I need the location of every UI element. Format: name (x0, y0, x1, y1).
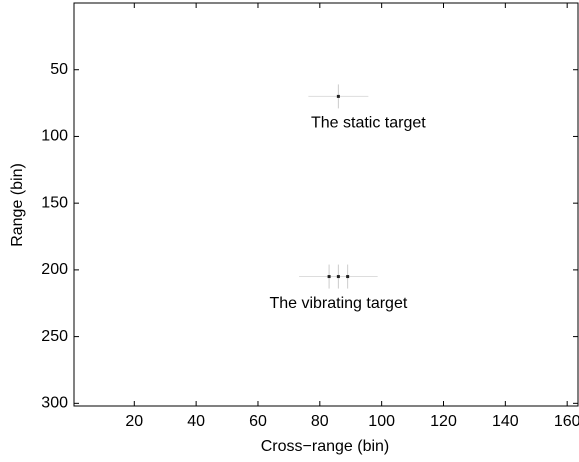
target-point (336, 94, 340, 98)
y-tick-label: 300 (41, 395, 68, 412)
target-label: The static target (311, 115, 426, 132)
x-tick-label: 160 (554, 413, 579, 430)
target-point (327, 275, 331, 279)
x-tick-label: 100 (368, 413, 395, 430)
x-tick-label: 140 (492, 413, 519, 430)
target-label: The vibrating target (269, 295, 407, 312)
y-tick-label: 200 (41, 261, 68, 278)
x-tick-label: 120 (430, 413, 457, 430)
y-tick-label: 250 (41, 328, 68, 345)
y-axis-label: Range (bin) (9, 163, 26, 247)
y-tick-label: 50 (50, 61, 68, 78)
target-point (336, 275, 340, 279)
y-tick-label: 150 (41, 194, 68, 211)
y-tick-label: 100 (41, 128, 68, 145)
target-point (346, 275, 350, 279)
x-tick-label: 20 (125, 413, 143, 430)
plot-frame (73, 2, 579, 407)
x-tick-label: 60 (249, 413, 267, 430)
x-axis-label: Cross−range (bin) (261, 438, 390, 455)
x-tick-label: 80 (311, 413, 329, 430)
x-tick-label: 40 (187, 413, 205, 430)
